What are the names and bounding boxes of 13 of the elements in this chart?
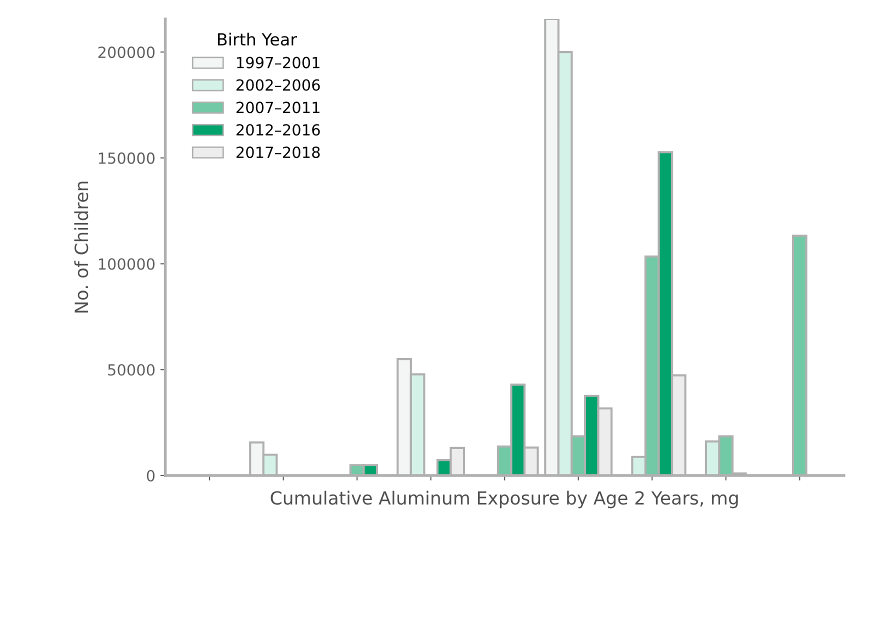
- y-tick-label: 150000: [98, 152, 155, 164]
- y-tick-label: 100000: [98, 258, 155, 270]
- x-axis-title: Cumulative Aluminum Exposure by Age 2 Years, mg: [270, 490, 738, 508]
- legend-label: 1997–2001: [237, 56, 320, 68]
- y-tick-label: 50000: [108, 364, 155, 376]
- legend-label: 2012–2016: [236, 124, 320, 136]
- y-tick-label: 0: [146, 470, 155, 482]
- legend-label: 2007–2011: [236, 102, 320, 114]
- y-axis-title: No. of Children: [74, 182, 88, 312]
- legend-label: 2002–2006: [236, 79, 320, 91]
- legend-title: Birth Year: [218, 32, 298, 46]
- legend-label: 2017–2018: [236, 146, 320, 158]
- y-tick-label: 200000: [98, 46, 155, 58]
